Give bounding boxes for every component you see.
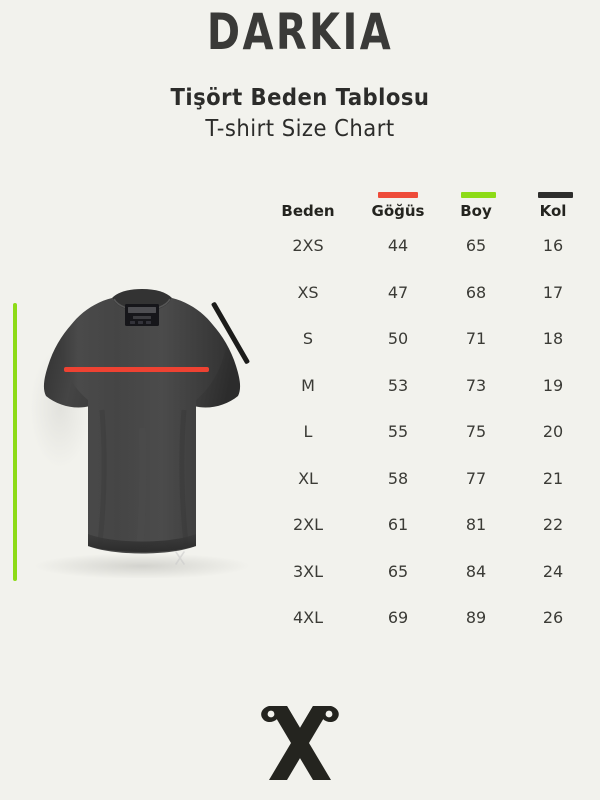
cell-kol: 26 (542, 608, 564, 627)
cell-size: M (301, 375, 315, 395)
cell-gogus: 55 (387, 422, 409, 441)
neck-label (125, 304, 159, 326)
cell-boy: 77 (465, 468, 487, 488)
column-header-gogus: Göğüs (371, 202, 425, 220)
cell-gogus: 58 (387, 468, 409, 488)
cell-size: 4XL (292, 608, 324, 627)
cell-size: 2XL (292, 515, 324, 534)
size-table: Beden Göğüs Boy Kol 2XS 44 65 16 XS 47 6… (268, 188, 590, 655)
hem-logo-x-icon (175, 551, 185, 565)
cell-kol: 24 (542, 561, 564, 581)
cell-boy: 89 (465, 608, 487, 627)
cell-kol: 19 (542, 375, 564, 395)
chest-guide-line (64, 367, 209, 372)
cell-boy: 75 (465, 422, 487, 441)
cell-gogus: 65 (387, 561, 409, 581)
sleeve-accent-bar (538, 192, 573, 198)
length-guide-line (13, 303, 17, 581)
table-row: 3XL 65 84 24 (268, 562, 590, 609)
cell-kol: 20 (542, 422, 564, 441)
column-header-boy: Boy (460, 202, 492, 220)
column-header-beden: Beden (281, 202, 335, 220)
cell-gogus: 69 (387, 608, 409, 627)
x-mark-icon (261, 706, 339, 780)
cell-gogus: 44 (387, 236, 409, 255)
cell-kol: 22 (542, 515, 564, 534)
brand-title: DARKIA (206, 3, 394, 61)
cell-kol: 16 (542, 236, 564, 255)
cell-size: S (302, 329, 314, 348)
table-header-row: Beden Göğüs Boy Kol (268, 202, 590, 236)
table-row: XL 58 77 21 (268, 469, 590, 516)
cell-size: XS (297, 282, 319, 302)
cell-gogus: 47 (387, 282, 409, 302)
column-header-kol: Kol (539, 202, 567, 220)
cell-boy: 71 (465, 329, 487, 348)
cell-kol: 18 (542, 329, 564, 348)
cell-boy: 68 (465, 282, 487, 302)
tshirt-product-image (20, 278, 260, 579)
cell-gogus: 53 (387, 375, 409, 395)
cell-size: 2XS (292, 236, 324, 255)
cell-kol: 21 (542, 468, 564, 488)
table-row: 2XL 61 81 22 (268, 515, 590, 562)
cell-boy: 73 (465, 375, 487, 395)
cell-boy: 81 (465, 515, 487, 534)
cell-kol: 17 (542, 282, 564, 302)
subtitle-english: T-shirt Size Chart (205, 116, 395, 142)
chest-accent-bar (378, 192, 418, 198)
cell-boy: 84 (465, 561, 487, 581)
footer-logo-x-icon (253, 700, 347, 786)
length-accent-bar (461, 192, 496, 198)
cell-gogus: 50 (387, 329, 409, 348)
table-row: S 50 71 18 (268, 329, 590, 376)
table-row: 2XS 44 65 16 (268, 236, 590, 283)
subtitle-turkish: Tişört Beden Tablosu (170, 85, 430, 111)
cell-size: 3XL (292, 561, 324, 581)
cell-size: XL (298, 468, 318, 488)
cell-gogus: 61 (387, 515, 409, 534)
cell-boy: 65 (465, 236, 487, 255)
tshirt-illustration (30, 289, 250, 579)
cell-size: L (303, 422, 313, 441)
table-row: M 53 73 19 (268, 376, 590, 423)
table-row: XS 47 68 17 (268, 283, 590, 330)
column-accent-bars (268, 188, 590, 202)
table-row: 4XL 69 89 26 (268, 608, 590, 655)
table-row: L 55 75 20 (268, 422, 590, 469)
